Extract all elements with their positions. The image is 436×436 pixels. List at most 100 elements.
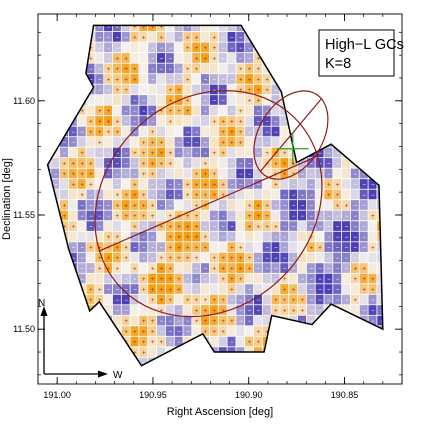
- cell-sign: +: [221, 330, 225, 336]
- cell-sign: +: [213, 319, 217, 325]
- heatmap-cell: [51, 95, 60, 105]
- heatmap-cell: [165, 42, 174, 53]
- heatmap-cell: [183, 273, 192, 284]
- heatmap-cell: [219, 368, 227, 378]
- heatmap-cell: [350, 126, 359, 137]
- heatmap-cell: [78, 368, 86, 378]
- cell-sign: +: [230, 277, 234, 283]
- heatmap-cell: [350, 116, 359, 126]
- cell-sign: +: [283, 287, 287, 293]
- heatmap-cell: [165, 305, 174, 315]
- heatmap-cell: [324, 179, 333, 189]
- heatmap-cell: [218, 294, 227, 305]
- cell-sign: +: [213, 193, 217, 199]
- heatmap-cell: [130, 284, 139, 294]
- cell-sign: −: [336, 88, 340, 94]
- heatmap-cell: [227, 42, 236, 53]
- cell-sign: +: [168, 266, 172, 272]
- cell-sign: +: [292, 298, 296, 304]
- heatmap-cell: [262, 158, 271, 168]
- heatmap-cell: [165, 25, 174, 32]
- cell-sign: −: [309, 25, 313, 31]
- heatmap-cell: [139, 357, 148, 366]
- heatmap-cell: [245, 357, 254, 366]
- cell-sign: +: [239, 277, 243, 283]
- heatmap-cell: [315, 357, 324, 366]
- heatmap-cell: [95, 147, 104, 158]
- cell-sign: +: [89, 130, 93, 136]
- cell-sign: −: [116, 161, 120, 167]
- cell-sign: −: [257, 298, 261, 304]
- heatmap-cell: [201, 305, 209, 315]
- heatmap-cell: [218, 284, 227, 294]
- cell-sign: −: [301, 361, 305, 367]
- heatmap-cell: [68, 137, 77, 147]
- cell-sign: −: [354, 224, 358, 230]
- cell-sign: −: [221, 203, 225, 209]
- heatmap-cell: [245, 284, 254, 294]
- cell-sign: −: [362, 224, 366, 230]
- heatmap-cell: [192, 95, 201, 105]
- heatmap-cell: [209, 42, 218, 53]
- cell-sign: +: [230, 266, 234, 272]
- heatmap-cell: [306, 189, 315, 200]
- heatmap-cell: [201, 326, 209, 336]
- cell-sign: +: [107, 119, 111, 125]
- heatmap-cell: [139, 158, 148, 168]
- heatmap-cell: [121, 158, 130, 168]
- cell-sign: −: [265, 130, 269, 136]
- cell-sign: +: [45, 277, 49, 283]
- cell-sign: +: [124, 67, 128, 73]
- cell-sign: −: [274, 235, 278, 241]
- heatmap-cell: [112, 42, 121, 53]
- cell-sign: +: [283, 172, 287, 178]
- cell-sign: +: [89, 319, 93, 325]
- cell-sign: +: [354, 130, 358, 136]
- heatmap-cell: [209, 315, 218, 326]
- heatmap-cell: [201, 221, 209, 231]
- heatmap-cell: [350, 326, 359, 336]
- heatmap-cell: [174, 200, 183, 210]
- heatmap-cell: [121, 305, 130, 315]
- heatmap-cell: [298, 63, 306, 74]
- cell-sign: −: [142, 256, 146, 262]
- heatmap-cell: [368, 137, 377, 147]
- heatmap-cell: [183, 53, 192, 63]
- cell-sign: +: [142, 287, 146, 293]
- cell-sign: +: [389, 351, 393, 357]
- cell-sign: −: [309, 340, 313, 346]
- cell-sign: +: [274, 25, 278, 31]
- heatmap-cell: [377, 336, 383, 347]
- cell-sign: −: [274, 382, 278, 388]
- heatmap-cell: [209, 263, 218, 273]
- cell-sign: −: [45, 46, 49, 52]
- cell-sign: +: [168, 287, 172, 293]
- cell-sign: +: [54, 214, 58, 220]
- heatmap-cell: [86, 326, 95, 336]
- heatmap-cell: [148, 221, 157, 231]
- cell-sign: +: [239, 77, 243, 83]
- cell-sign: +: [151, 266, 155, 272]
- cell-sign: +: [98, 287, 102, 293]
- heatmap-cell: [68, 357, 77, 366]
- cell-sign: −: [195, 266, 199, 272]
- cell-sign: +: [309, 361, 313, 367]
- cell-sign: +: [116, 77, 120, 83]
- cell-sign: −: [292, 351, 296, 357]
- cell-sign: +: [257, 56, 261, 62]
- heatmap-cell: [60, 168, 68, 179]
- heatmap-cell: [95, 126, 104, 137]
- heatmap-cell: [253, 305, 262, 315]
- heatmap-cell: [148, 42, 157, 53]
- cell-sign: +: [177, 351, 181, 357]
- heatmap-cell: [51, 137, 60, 147]
- cell-sign: +: [168, 224, 172, 230]
- heatmap-cell: [236, 252, 245, 263]
- heatmap-cell: [227, 189, 236, 200]
- heatmap-cell: [377, 105, 383, 116]
- cell-sign: −: [45, 330, 49, 336]
- heatmap-cell: [112, 137, 121, 147]
- cell-sign: +: [380, 351, 384, 357]
- cell-sign: −: [274, 319, 278, 325]
- heatmap-cell: [148, 116, 157, 126]
